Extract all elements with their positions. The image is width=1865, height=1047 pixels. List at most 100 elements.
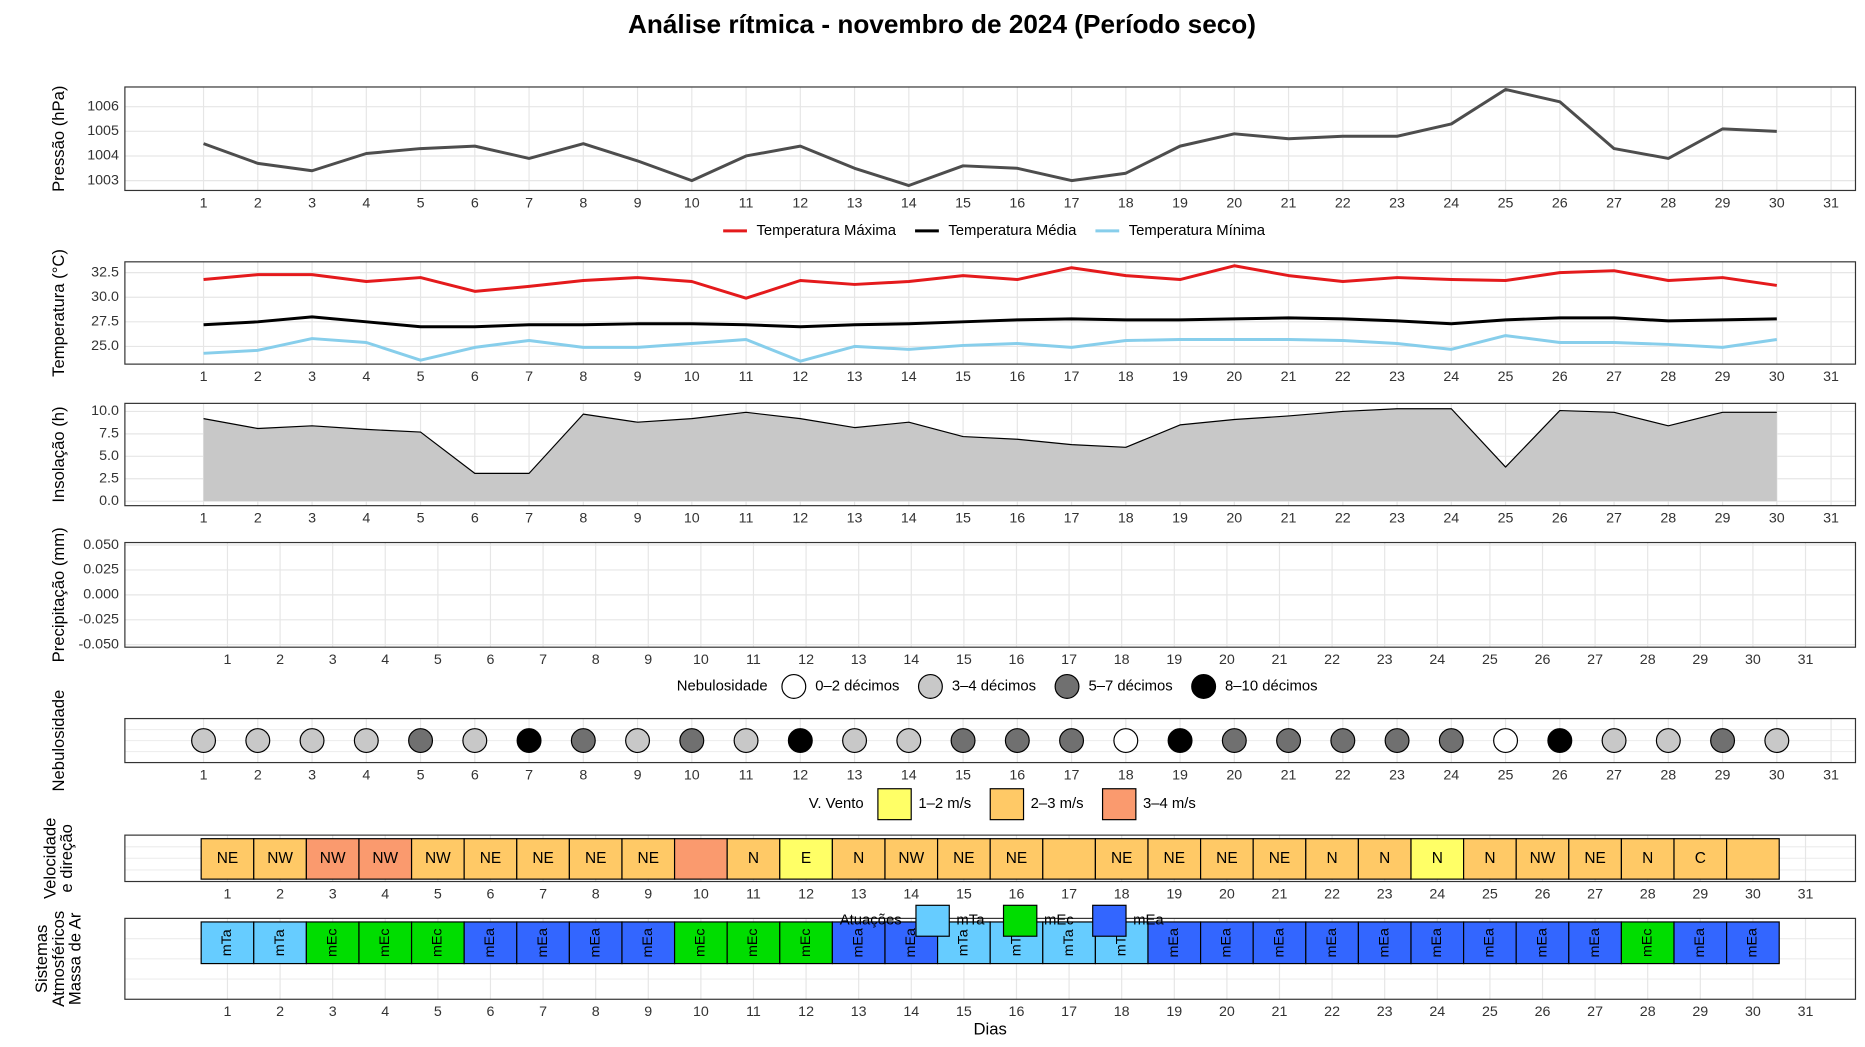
dot <box>1276 728 1302 754</box>
x-tick-label: 6 <box>487 652 495 668</box>
tile-label: NE <box>585 850 606 867</box>
x-tick-label: 18 <box>1118 195 1134 211</box>
x-tick-label: 28 <box>1660 369 1676 385</box>
x-tick-label: 10 <box>693 652 709 668</box>
tile <box>1147 838 1202 880</box>
panel-border <box>124 86 1857 192</box>
tile-label: mEa <box>1376 928 1392 957</box>
legend-swatch <box>1054 673 1080 699</box>
x-tick-label: 14 <box>903 1004 919 1020</box>
legend-label: 3–4 m/s <box>1143 796 1196 812</box>
x-tick-label: 1 <box>223 1004 231 1020</box>
x-tick-label: 4 <box>362 767 370 783</box>
x-tick-label: 15 <box>956 1004 972 1020</box>
tile-label: NE <box>638 850 659 867</box>
x-tick-label: 9 <box>644 1004 652 1020</box>
x-tick-label: 18 <box>1118 369 1134 385</box>
x-tick-label: 23 <box>1377 652 1393 668</box>
tile-label: mEa <box>1587 928 1603 957</box>
dot <box>787 728 813 754</box>
x-tick-label: 17 <box>1064 195 1080 211</box>
x-tick-label: 7 <box>525 511 533 527</box>
x-tick-label: 20 <box>1226 767 1242 783</box>
x-tick-label: 14 <box>901 369 917 385</box>
tile-label: NE <box>1006 850 1027 867</box>
panel-border <box>124 834 1857 883</box>
x-tick-label: 4 <box>381 1004 389 1020</box>
x-tick-label: 22 <box>1324 886 1340 902</box>
x-tick-label: 30 <box>1745 652 1761 668</box>
legend-label: Temperatura Mínima <box>1129 223 1266 239</box>
dot <box>191 728 217 754</box>
tile-label: mEa <box>1482 928 1498 957</box>
tile <box>673 838 728 880</box>
x-tick-label: 21 <box>1281 195 1297 211</box>
x-tick-label: 7 <box>539 652 547 668</box>
legend-title: V. Vento <box>809 796 864 812</box>
x-tick-label: 16 <box>1009 195 1025 211</box>
x-tick-label: 24 <box>1443 195 1459 211</box>
legend-title: Nebulosidade <box>677 678 768 694</box>
panel-border <box>124 717 1857 764</box>
x-tick-label: 7 <box>525 195 533 211</box>
x-tick-label: 5 <box>434 652 442 668</box>
y-tick-label: 0.025 <box>83 562 119 578</box>
tile-label: N <box>748 850 759 867</box>
x-tick-label: 25 <box>1498 767 1514 783</box>
x-tick-label: 20 <box>1226 195 1242 211</box>
dot <box>299 728 325 754</box>
tile <box>1568 921 1623 965</box>
x-tick-label: 9 <box>644 886 652 902</box>
tile <box>779 921 833 965</box>
x-tick-label: 25 <box>1498 195 1514 211</box>
x-tick-label: 21 <box>1281 767 1297 783</box>
dot <box>1655 728 1681 754</box>
tile <box>1726 921 1780 965</box>
x-tick-label: 4 <box>381 886 389 902</box>
x-tick-label: 17 <box>1061 886 1077 902</box>
x-tick-label: 20 <box>1219 886 1235 902</box>
panel-background <box>124 86 1856 191</box>
x-tick-label: 15 <box>956 652 972 668</box>
chart-title: Análise rítmica - novembro de 2024 (Perí… <box>628 9 1256 39</box>
x-tick-label: 6 <box>471 767 479 783</box>
x-tick-label: 10 <box>684 767 700 783</box>
legend-swatch <box>1092 904 1127 937</box>
x-tick-label: 26 <box>1552 511 1568 527</box>
x-tick-label: 5 <box>434 886 442 902</box>
tile-label: N <box>1484 850 1495 867</box>
x-tick-label: 9 <box>634 511 642 527</box>
tile <box>884 838 939 880</box>
x-tick-label: 3 <box>308 195 316 211</box>
dot <box>353 728 379 754</box>
y-axis-label: Velocidade <box>41 818 60 899</box>
tile <box>726 921 781 965</box>
x-tick-label: 11 <box>746 1004 761 1020</box>
x-tick-label: 15 <box>955 511 971 527</box>
y-tick-label: 0.0 <box>99 493 119 509</box>
x-tick-label: 2 <box>276 652 284 668</box>
y-tick-label: 10.0 <box>91 403 119 419</box>
tile-label: NW <box>1530 850 1556 867</box>
x-tick-label: 19 <box>1172 195 1188 211</box>
tile-label: mEc <box>430 929 446 958</box>
tile <box>568 838 623 880</box>
tile-label: mEa <box>1324 928 1340 957</box>
tile-label: mEa <box>1219 928 1235 957</box>
tile-label: mEa <box>1534 928 1550 957</box>
x-tick-label: 26 <box>1552 195 1568 211</box>
x-tick-label: 19 <box>1166 1004 1182 1020</box>
dot <box>1764 728 1790 754</box>
x-tick-label: 12 <box>792 369 808 385</box>
x-tick-label: 23 <box>1389 195 1405 211</box>
tile-label: N <box>853 850 864 867</box>
x-tick-label: 6 <box>487 886 495 902</box>
tile-label: E <box>801 850 811 867</box>
tile-label: NE <box>480 850 501 867</box>
dot <box>1059 728 1085 754</box>
x-tick-label: 27 <box>1606 511 1622 527</box>
tile <box>1199 921 1254 965</box>
x-tick-label: 8 <box>579 195 587 211</box>
line <box>203 334 1778 363</box>
legend-label: mEa <box>1133 913 1164 929</box>
